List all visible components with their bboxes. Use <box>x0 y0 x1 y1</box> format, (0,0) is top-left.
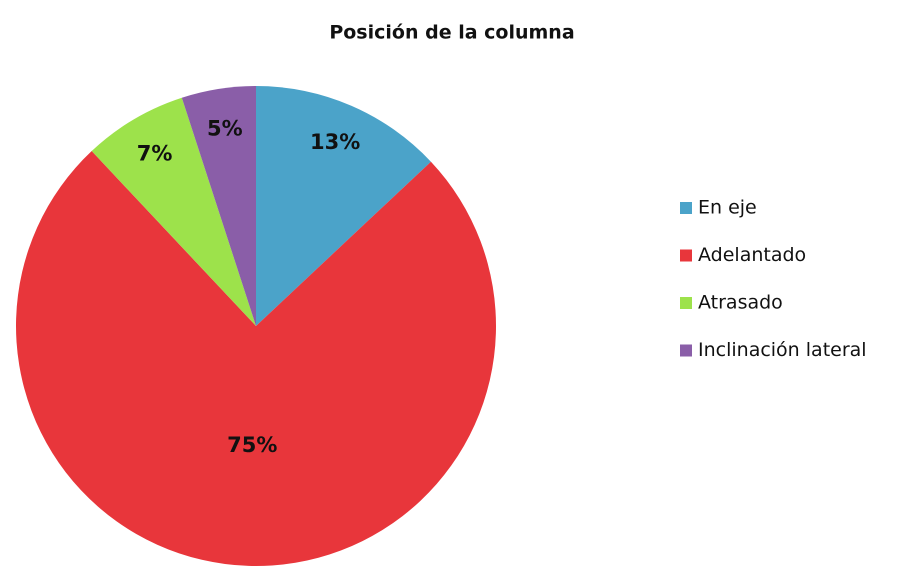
legend-swatch <box>680 344 692 357</box>
legend-label: Atrasado <box>698 292 783 314</box>
legend-label: Inclinación lateral <box>698 339 867 361</box>
data-label: 5% <box>207 116 243 140</box>
pie-slice <box>256 86 431 326</box>
legend-label: Adelantado <box>698 244 806 266</box>
pie-slice <box>91 97 256 327</box>
data-label: 7% <box>137 142 173 166</box>
data-label: 75% <box>227 433 277 457</box>
legend-label: En eje <box>698 197 757 219</box>
pie-slice <box>16 151 497 566</box>
legend-swatch <box>680 297 692 309</box>
legend-swatch <box>680 249 692 262</box>
data-label: 13% <box>310 130 360 154</box>
legend-swatch <box>680 202 692 214</box>
pie-slice <box>181 86 256 326</box>
chart-title: Posición de la columna <box>329 22 574 44</box>
